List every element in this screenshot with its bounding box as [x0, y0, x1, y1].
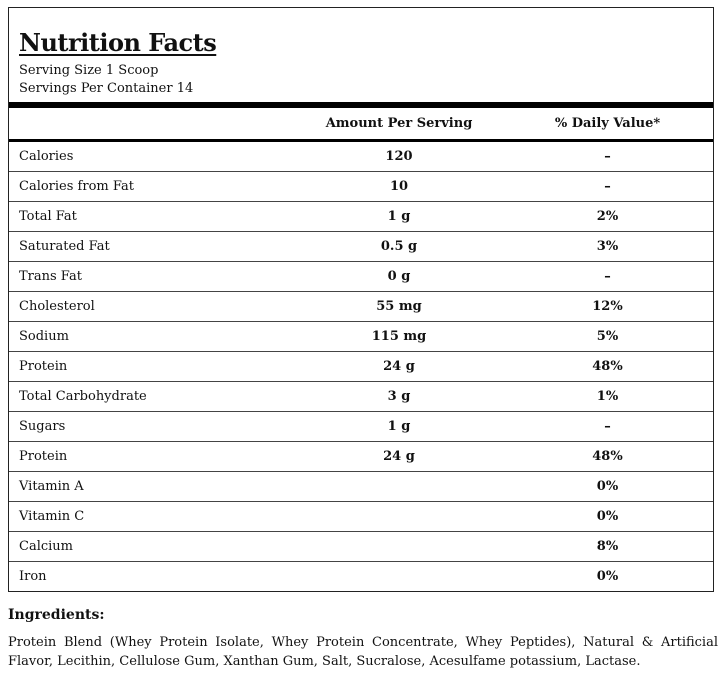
table-row: Cholesterol 55 mg 12%	[9, 291, 713, 322]
nutrient-name: Calories from Fat	[9, 171, 296, 202]
table-row: Sugars 1 g –	[9, 411, 713, 442]
daily-value: 0%	[502, 471, 713, 502]
thick-divider	[9, 102, 713, 108]
table-row: Calories 120–	[9, 139, 713, 172]
label-header: Nutrition Facts Serving Size 1 Scoop Ser…	[9, 8, 713, 102]
amount-per-serving: 0 g	[296, 261, 502, 292]
label-title: Nutrition Facts	[19, 28, 217, 57]
daily-value: –	[502, 139, 713, 172]
daily-value: 8%	[502, 531, 713, 562]
table-header-row: Amount Per Serving % Daily Value*	[9, 108, 713, 141]
daily-value: 48%	[502, 351, 713, 382]
nutrient-name: Iron	[9, 561, 296, 591]
daily-value: 2%	[502, 201, 713, 232]
amount-per-serving: 1 g	[296, 201, 502, 232]
daily-value: 0%	[502, 501, 713, 532]
column-header-daily-value: % Daily Value*	[554, 116, 661, 131]
ingredients-section: Ingredients: Protein Blend (Whey Protein…	[8, 606, 718, 671]
table-row: Vitamin C 0%	[9, 501, 713, 532]
daily-value: 0%	[502, 561, 713, 591]
table-row: Protein 24 g 48%	[9, 351, 713, 382]
nutrient-name: Sodium	[9, 321, 296, 352]
nutrition-table: Amount Per Serving % Daily Value* Calori…	[9, 108, 713, 591]
nutrient-name: Total Carbohydrate	[9, 381, 296, 412]
table-row: Trans Fat 0 g –	[9, 261, 713, 292]
nutrient-name: Protein	[9, 441, 296, 472]
table-body: Calories 120– Calories from Fat 10– Total Fa…	[9, 139, 713, 591]
daily-value: 48%	[502, 441, 713, 472]
ingredients-text: Protein Blend (Whey Protein Isolate, Whe…	[8, 635, 718, 669]
table-row: Sodium 115 mg 5%	[9, 321, 713, 352]
amount-per-serving: 0.5 g	[296, 231, 502, 262]
table-row: Total Carbohydrate 3 g 1%	[9, 381, 713, 412]
amount-per-serving	[296, 531, 502, 562]
amount-per-serving: 55 mg	[296, 291, 502, 322]
amount-per-serving: 10	[296, 171, 502, 202]
nutrient-name: Cholesterol	[9, 291, 296, 322]
nutrient-name: Protein	[9, 351, 296, 382]
table-row: Calories from Fat 10–	[9, 171, 713, 202]
nutrient-name: Sugars	[9, 411, 296, 442]
amount-per-serving: 1 g	[296, 411, 502, 442]
table-row: Protein 24 g 48%	[9, 441, 713, 472]
nutrient-name: Calcium	[9, 531, 296, 562]
nutrition-facts-panel: Nutrition Facts Serving Size 1 Scoop Ser…	[8, 7, 714, 592]
nutrient-name: Saturated Fat	[9, 231, 296, 262]
nutrient-name: Calories	[9, 139, 296, 172]
daily-value: 12%	[502, 291, 713, 322]
nutrient-name: Trans Fat	[9, 261, 296, 292]
table-row: Iron 0%	[9, 561, 713, 591]
ingredients-title: Ingredients:	[8, 607, 105, 623]
column-header-amount: Amount Per Serving	[325, 116, 473, 131]
table-row: Calcium 8%	[9, 531, 713, 562]
amount-per-serving: 120	[296, 139, 502, 172]
daily-value: 5%	[502, 321, 713, 352]
amount-per-serving	[296, 561, 502, 591]
table-row: Vitamin A 0%	[9, 471, 713, 502]
nutrient-name: Vitamin C	[9, 501, 296, 532]
nutrient-name: Total Fat	[9, 201, 296, 232]
nutrient-name: Vitamin A	[9, 471, 296, 502]
daily-value: –	[502, 411, 713, 442]
table-row: Total Fat 1 g 2%	[9, 201, 713, 232]
column-header-nutrient	[9, 108, 296, 141]
daily-value: –	[502, 261, 713, 292]
daily-value: 3%	[502, 231, 713, 262]
amount-per-serving: 3 g	[296, 381, 502, 412]
amount-per-serving: 24 g	[296, 441, 502, 472]
amount-per-serving: 115 mg	[296, 321, 502, 352]
amount-per-serving	[296, 501, 502, 532]
amount-per-serving	[296, 471, 502, 502]
servings-per-container: Servings Per Container 14	[19, 81, 194, 96]
amount-per-serving: 24 g	[296, 351, 502, 382]
serving-size: Serving Size 1 Scoop	[19, 63, 159, 78]
daily-value: 1%	[502, 381, 713, 412]
table-row: Saturated Fat 0.5 g 3%	[9, 231, 713, 262]
daily-value: –	[502, 171, 713, 202]
